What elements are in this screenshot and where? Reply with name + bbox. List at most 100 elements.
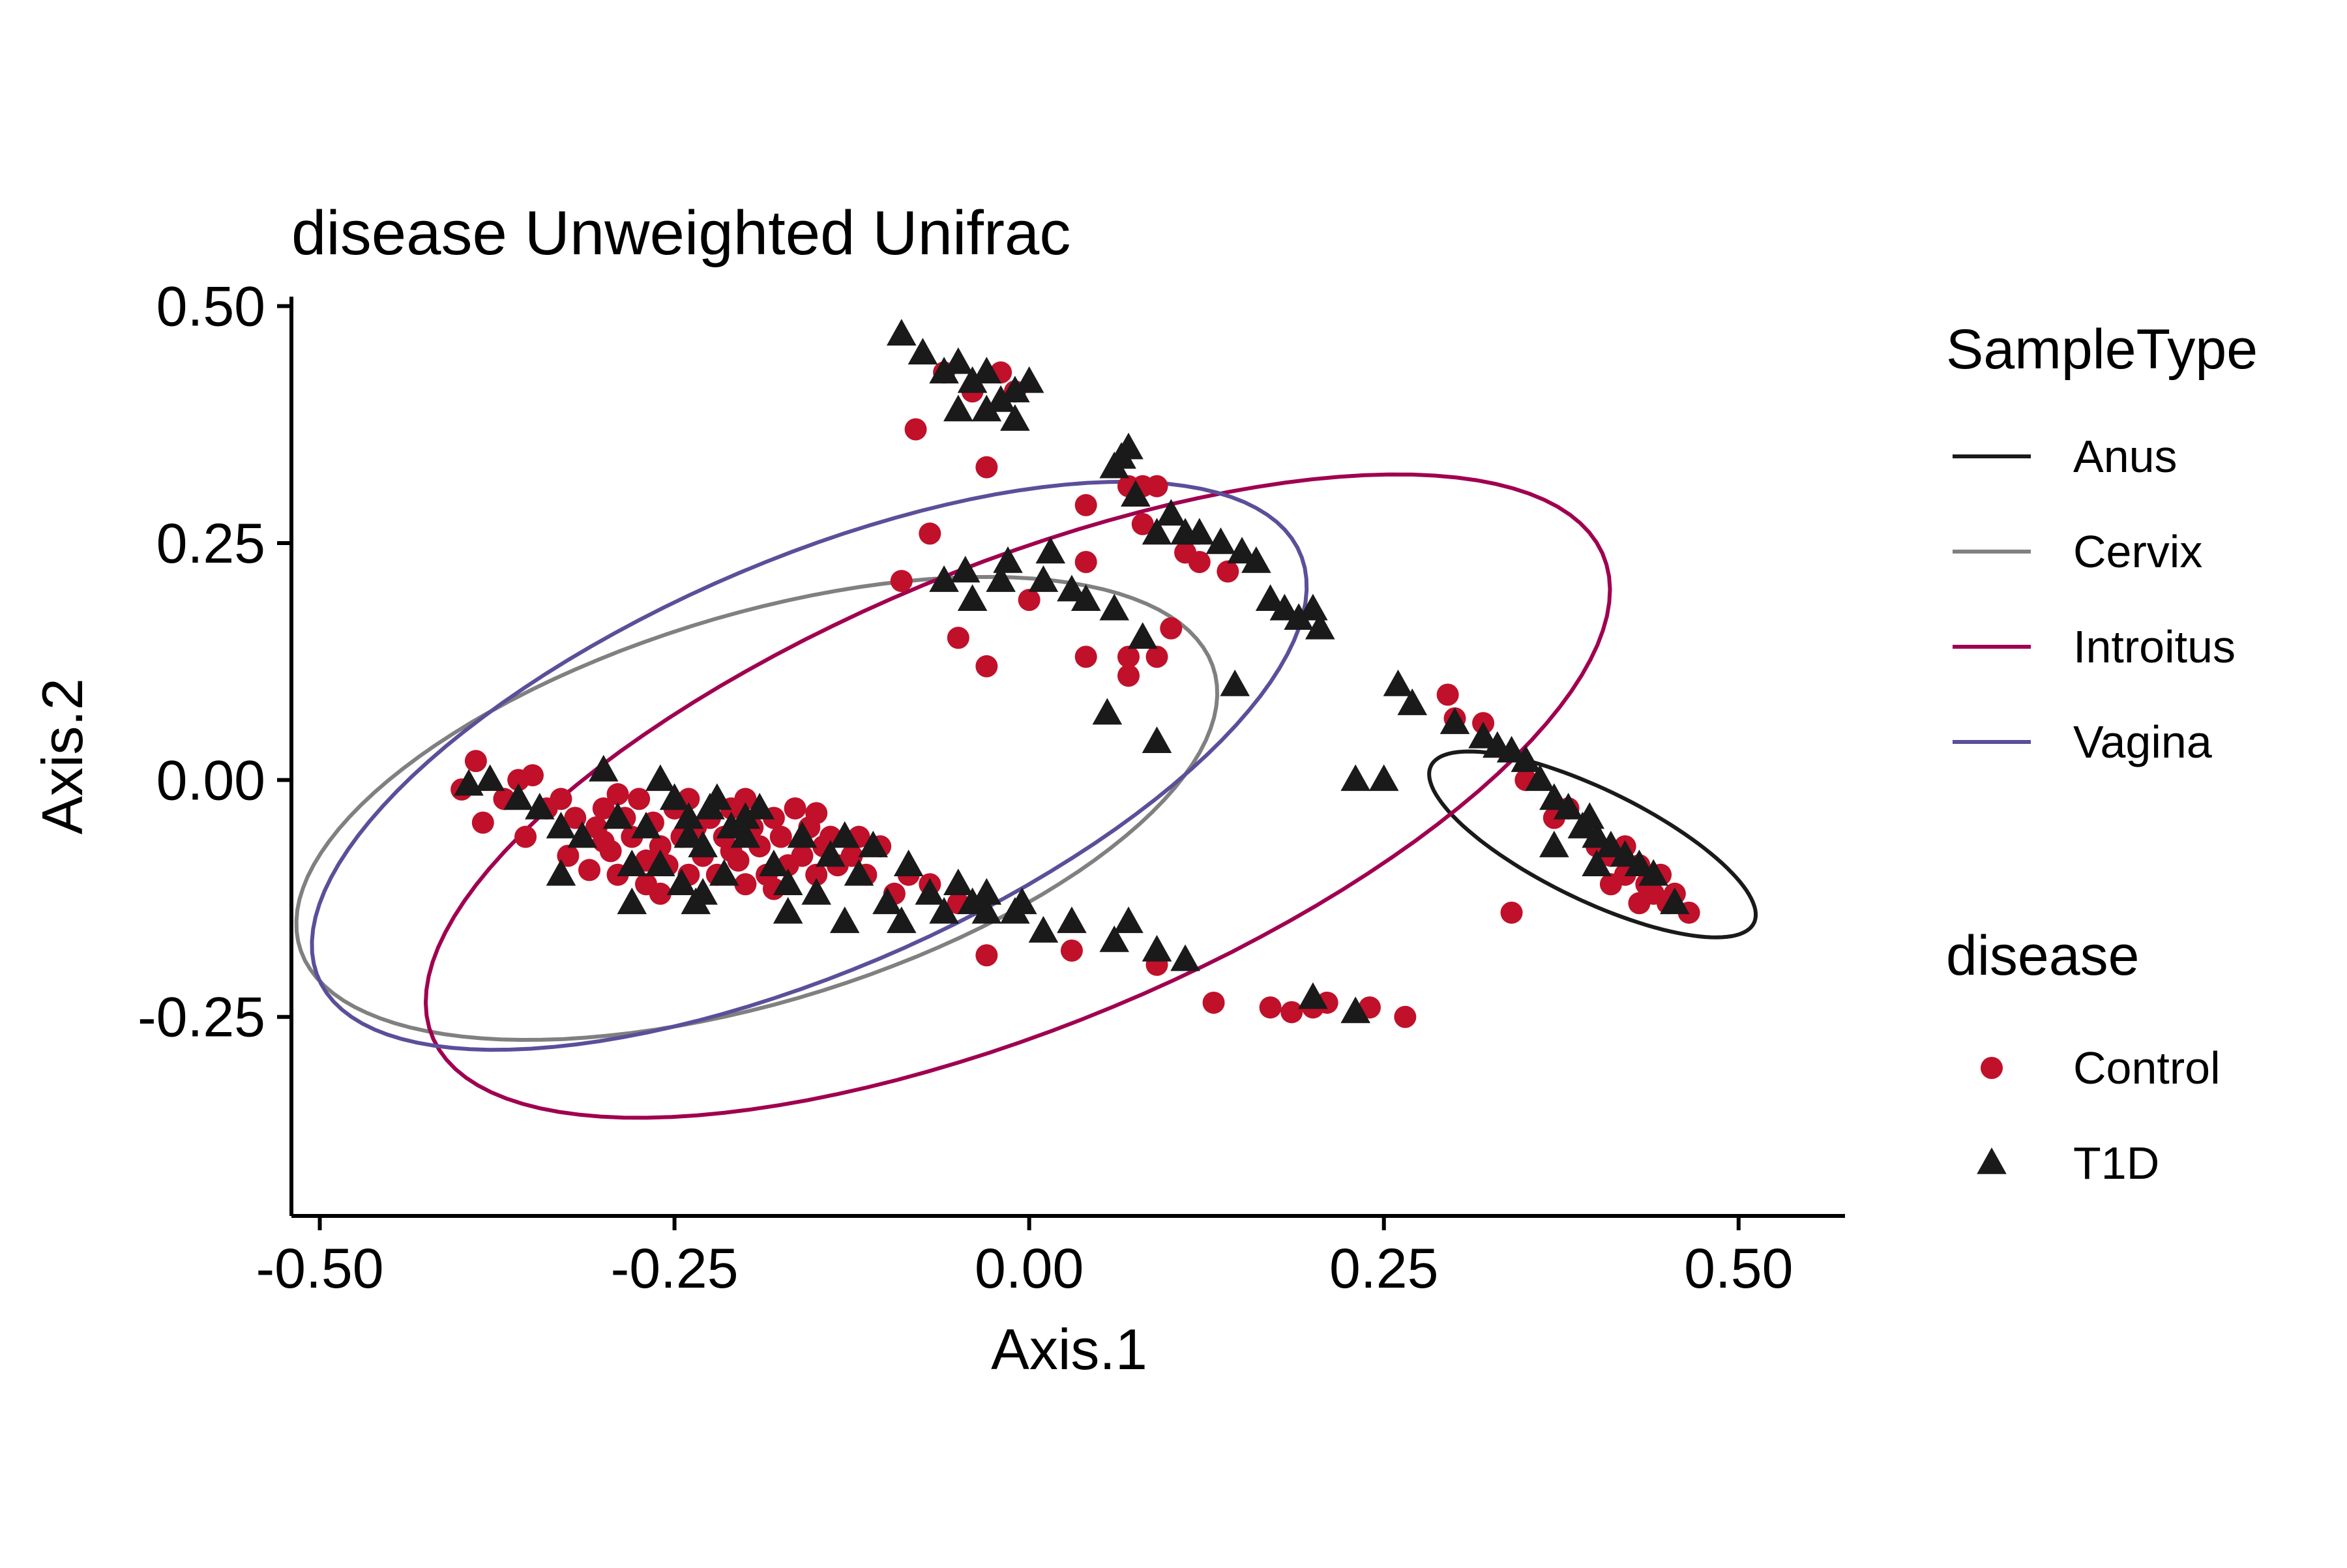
point-t1d — [872, 887, 902, 915]
point-control — [578, 859, 601, 881]
point-control — [890, 570, 913, 593]
point-t1d — [1007, 887, 1037, 915]
point-t1d — [886, 319, 917, 346]
point-control — [1160, 617, 1183, 640]
point-t1d — [1525, 764, 1555, 791]
point-control — [1628, 892, 1651, 915]
point-control — [557, 844, 580, 867]
point-t1d — [1142, 934, 1172, 962]
point-t1d — [1114, 906, 1144, 934]
x-axis-label: Axis.1 — [991, 1317, 1147, 1382]
x-tick-label: 0.25 — [1329, 1237, 1438, 1300]
point-t1d — [1574, 802, 1605, 829]
point-t1d — [1284, 603, 1314, 630]
point-t1d — [950, 555, 981, 583]
point-t1d — [1582, 850, 1612, 876]
point-t1d — [688, 831, 718, 857]
point-t1d — [993, 546, 1023, 573]
point-control — [1117, 645, 1140, 668]
point-control — [975, 456, 998, 479]
point-t1d — [673, 802, 704, 829]
point-t1d — [1596, 831, 1626, 857]
point-control — [919, 522, 941, 545]
point-control — [1018, 589, 1041, 612]
point-t1d — [617, 850, 647, 876]
y-tick-label: -0.25 — [138, 986, 265, 1049]
point-t1d — [702, 783, 732, 810]
x-tick-label: 0.00 — [975, 1237, 1084, 1300]
point-t1d — [886, 906, 917, 934]
point-control — [1074, 551, 1097, 574]
point-control — [1145, 645, 1168, 668]
y-tick-label: 0.25 — [156, 512, 265, 575]
point-control — [464, 750, 487, 773]
point-t1d — [986, 565, 1016, 592]
point-t1d — [957, 366, 988, 393]
point-control — [975, 655, 998, 677]
point-t1d — [709, 859, 739, 886]
point-control — [1188, 551, 1211, 574]
point-t1d — [1028, 565, 1059, 592]
legend-disease: disease Control T1D — [1946, 925, 2221, 1189]
point-control — [805, 802, 828, 825]
points-layer — [450, 319, 1700, 1028]
point-t1d — [1142, 518, 1172, 545]
ellipse-vagina — [310, 479, 1309, 1052]
ellipse-anus — [1427, 749, 1758, 939]
point-control — [514, 825, 537, 848]
legend-label-cervix: Cervix — [2073, 526, 2202, 577]
point-t1d — [1205, 527, 1236, 554]
legend-sampletype: SampleType Anus Cervix Introitus Vagina — [1946, 318, 2258, 767]
axes: -0.50 -0.25 0.00 0.25 0.50 -0.25 0.00 0.25 0.50 — [138, 276, 1845, 1300]
point-t1d — [475, 764, 505, 791]
point-t1d — [801, 878, 832, 905]
point-t1d — [773, 896, 803, 924]
point-t1d — [659, 783, 690, 810]
point-t1d — [1121, 480, 1151, 507]
point-control — [784, 797, 806, 820]
point-t1d — [816, 840, 846, 867]
point-t1d — [1383, 669, 1413, 696]
point-t1d — [1000, 404, 1030, 431]
legend-label-introitus: Introitus — [2073, 621, 2236, 672]
point-control — [1599, 873, 1622, 896]
point-control — [1145, 475, 1168, 497]
point-control — [628, 788, 651, 810]
point-t1d — [716, 812, 746, 838]
point-t1d — [1241, 546, 1271, 573]
x-tick-label: -0.25 — [611, 1237, 739, 1300]
point-t1d — [617, 887, 647, 915]
point-t1d — [546, 812, 576, 838]
point-t1d — [1127, 622, 1158, 649]
ellipse-introitus — [423, 472, 1612, 1120]
point-t1d — [1582, 821, 1612, 848]
point-t1d — [929, 565, 959, 592]
point-t1d — [1496, 735, 1527, 763]
point-control — [471, 811, 494, 834]
point-t1d — [957, 887, 988, 915]
point-control — [649, 835, 672, 858]
point-t1d — [688, 878, 718, 905]
point-t1d — [1368, 764, 1399, 791]
point-t1d — [567, 821, 597, 848]
point-t1d — [971, 878, 1002, 905]
point-t1d — [1298, 982, 1328, 1009]
point-t1d — [588, 754, 619, 782]
point-t1d — [1142, 726, 1172, 753]
point-control — [904, 418, 927, 441]
point-t1d — [631, 812, 661, 838]
point-t1d — [546, 859, 576, 886]
point-t1d — [673, 821, 704, 848]
point-control — [791, 844, 814, 867]
point-control — [1500, 901, 1523, 924]
point-control — [521, 764, 544, 787]
point-t1d — [1227, 537, 1257, 564]
point-t1d — [986, 385, 1016, 412]
legend-label-control: Control — [2073, 1043, 2221, 1093]
point-control — [769, 825, 792, 848]
point-t1d — [1340, 764, 1370, 791]
point-t1d — [1439, 707, 1470, 734]
ellipses-layer — [294, 472, 1758, 1120]
point-control — [1280, 1001, 1303, 1024]
point-t1d — [1539, 831, 1569, 857]
